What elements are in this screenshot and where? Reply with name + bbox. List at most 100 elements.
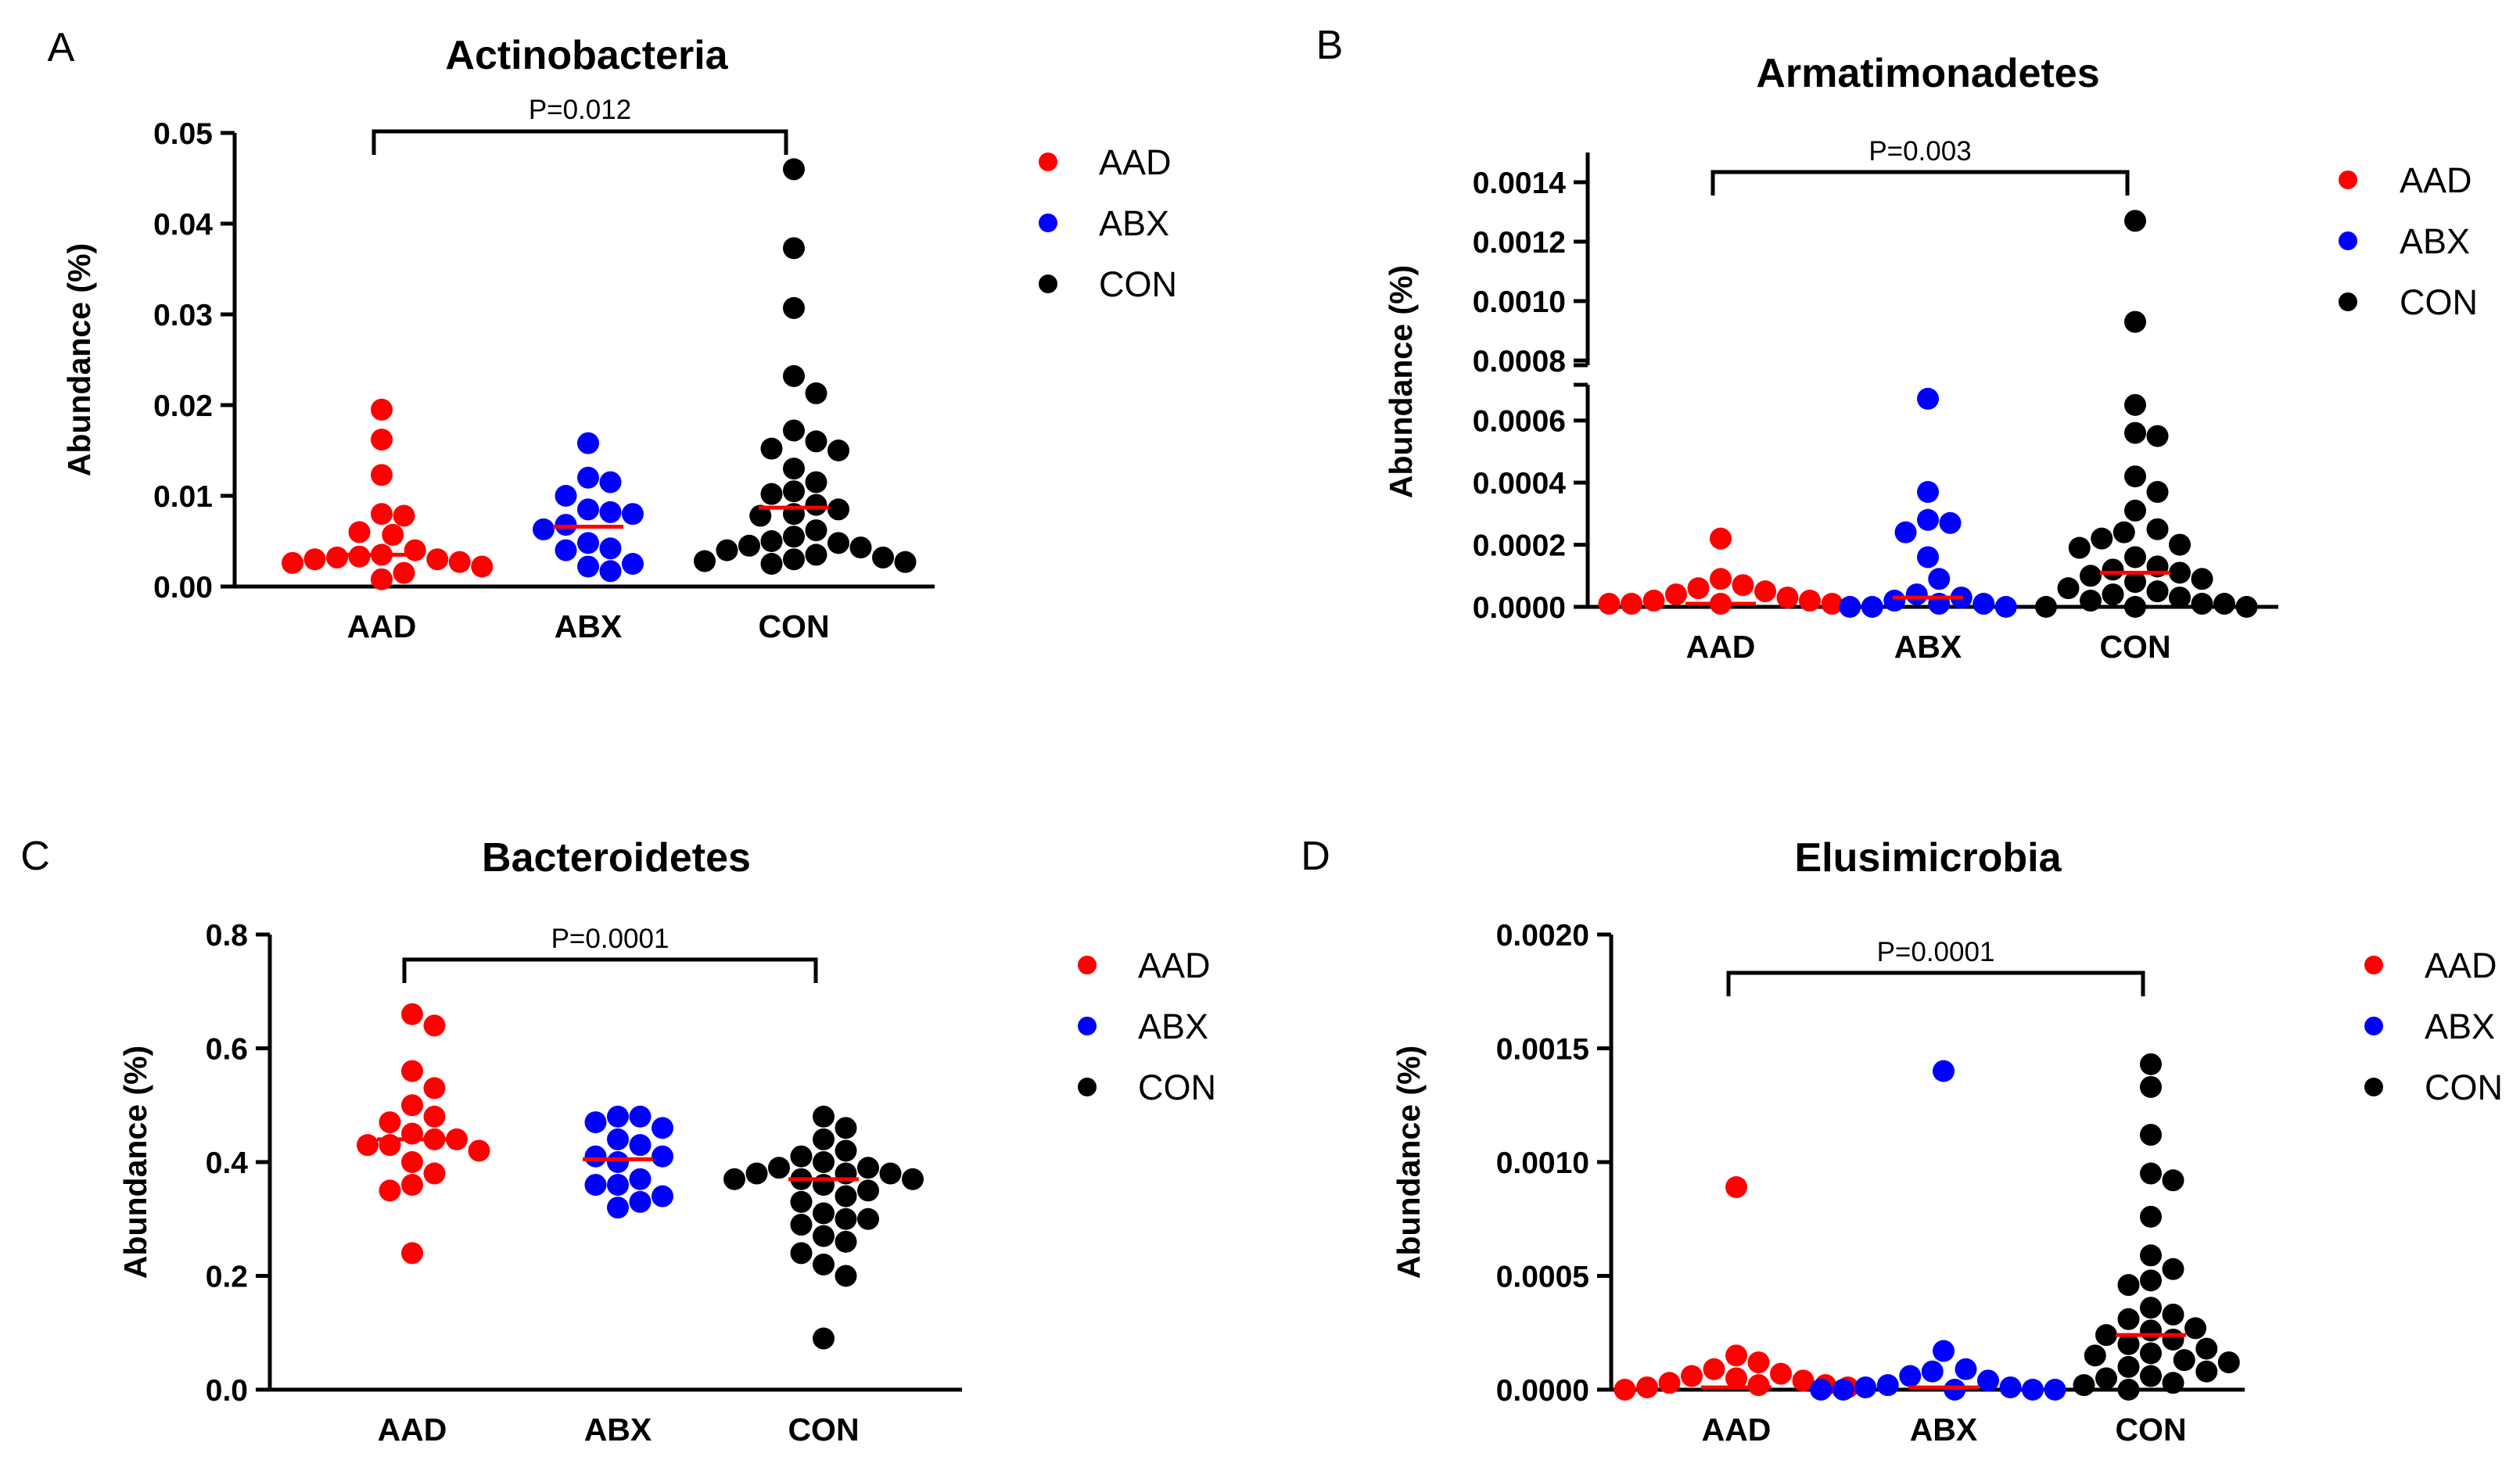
data-point-con <box>2162 1328 2184 1351</box>
data-point-aad <box>1821 593 1843 615</box>
panel-b: B Armatimonadetes Abundance (%) 0.0000 0.000… <box>1316 23 2478 665</box>
x-tick-label: AAD <box>347 608 417 644</box>
data-point-aad <box>1681 1365 1703 1387</box>
data-point-abx <box>533 518 555 540</box>
data-point-aad <box>1725 1367 1747 1390</box>
y-axis-label: Abundance (%) <box>117 1046 153 1279</box>
y-tick-label: 0.04 <box>153 208 213 242</box>
legend-marker-abx <box>2364 1017 2383 1035</box>
legend-marker-aad <box>2364 956 2383 974</box>
y-tick-label: 0.0004 <box>1473 467 1567 500</box>
data-point-con <box>805 471 827 493</box>
data-point-abx <box>1973 593 1995 615</box>
p-value-label: P=0.0001 <box>551 924 669 954</box>
y-tick-label: 0.0005 <box>1496 1261 1589 1294</box>
data-point-aad <box>1642 590 1665 612</box>
data-point-abx <box>1917 508 1939 531</box>
data-point-con <box>2140 1297 2162 1319</box>
y-tick-label: 0.0010 <box>1496 1146 1589 1180</box>
legend-marker-aad <box>2339 170 2357 189</box>
data-point-aad <box>379 1179 401 1202</box>
data-point-aad <box>371 429 393 451</box>
data-point-aad <box>382 523 404 546</box>
data-point-con <box>2035 596 2057 618</box>
data-point-con <box>813 1225 835 1247</box>
data-point-con <box>805 519 827 542</box>
p-value-label: P=0.0001 <box>1877 937 1995 967</box>
data-point-con <box>835 1230 857 1253</box>
data-point-aad <box>371 503 393 526</box>
data-point-abx <box>1832 1379 1854 1401</box>
data-point-aad <box>1799 590 1821 612</box>
data-point-aad <box>468 1139 490 1162</box>
data-point-con <box>872 546 894 569</box>
data-point-con <box>2191 593 2213 615</box>
y-tick-label: 0.03 <box>153 299 213 332</box>
data-point-con <box>2124 393 2146 416</box>
y-tick-label: 0.0002 <box>1473 529 1566 563</box>
data-point-con <box>783 419 805 442</box>
data-point-con <box>783 548 805 571</box>
data-point-con <box>2173 1349 2195 1372</box>
data-point-con <box>813 1174 835 1197</box>
data-point-abx <box>1939 511 1962 534</box>
y-tick-label: 0.01 <box>153 480 213 514</box>
data-point-con <box>827 440 849 461</box>
panel-letter: D <box>1301 834 1330 879</box>
data-point-con <box>857 1157 879 1179</box>
y-tick-label: 0.02 <box>153 389 213 423</box>
panel-c: C Bacteroidetes Abundance (%) 0.0 0.2 0.4 0.6 0… <box>20 834 1216 1448</box>
data-point-con <box>2117 1274 2140 1297</box>
data-point-abx <box>1905 583 1928 606</box>
data-point-con <box>835 1117 857 1139</box>
legend-marker-con <box>1078 1078 1097 1096</box>
data-point-abx <box>1899 1365 1922 1387</box>
data-point-con <box>2124 310 2146 333</box>
data-point-con <box>2140 1075 2162 1098</box>
data-point-abx <box>1876 1374 1899 1397</box>
data-point-abx <box>1839 596 1861 618</box>
data-point-aad <box>401 1094 423 1117</box>
data-point-con <box>805 382 827 404</box>
data-point-aad <box>401 1060 423 1082</box>
data-point-con <box>2162 1258 2184 1280</box>
data-point-con <box>783 237 805 260</box>
x-tick-label: ABX <box>555 608 623 644</box>
data-point-aad <box>371 464 393 486</box>
data-point-con <box>2102 583 2124 606</box>
data-point-con <box>2195 1360 2218 1383</box>
y-tick-label: 0.0020 <box>1496 919 1589 953</box>
data-point-con <box>749 504 772 527</box>
data-point-aad <box>1732 574 1754 597</box>
data-point-con <box>2146 481 2169 504</box>
data-point-con <box>790 1190 813 1213</box>
data-point-con <box>790 1214 813 1236</box>
data-point-con <box>2169 561 2191 584</box>
data-point-aad <box>1710 568 1732 590</box>
data-point-abx <box>652 1185 673 1207</box>
data-point-con <box>2140 1365 2162 1387</box>
significance-bracket <box>402 957 818 983</box>
data-point-con <box>2184 1317 2206 1340</box>
data-point-aad <box>448 551 471 573</box>
data-point-aad <box>1725 1176 1747 1199</box>
data-point-con <box>2095 1324 2117 1347</box>
data-point-abx <box>1917 546 1939 569</box>
data-point-abx <box>1977 1369 1999 1392</box>
data-point-con <box>813 1202 835 1225</box>
data-point-abx <box>652 1145 673 1168</box>
data-point-abx <box>629 1168 652 1190</box>
data-point-abx <box>599 500 622 523</box>
panel-letter: C <box>20 834 50 879</box>
data-point-aad <box>423 1077 446 1100</box>
data-point-aad <box>423 1014 446 1037</box>
data-point-con <box>783 457 805 480</box>
data-point-con <box>835 1162 857 1185</box>
legend-label-aad: AAD <box>2425 945 2497 985</box>
legend-label-con: CON <box>1099 264 1177 304</box>
data-point-con <box>2102 558 2124 581</box>
data-point-aad <box>426 548 449 571</box>
data-point-aad <box>1614 1379 1636 1401</box>
legend-label-abx: ABX <box>2425 1006 2495 1046</box>
data-point-con <box>760 483 783 505</box>
